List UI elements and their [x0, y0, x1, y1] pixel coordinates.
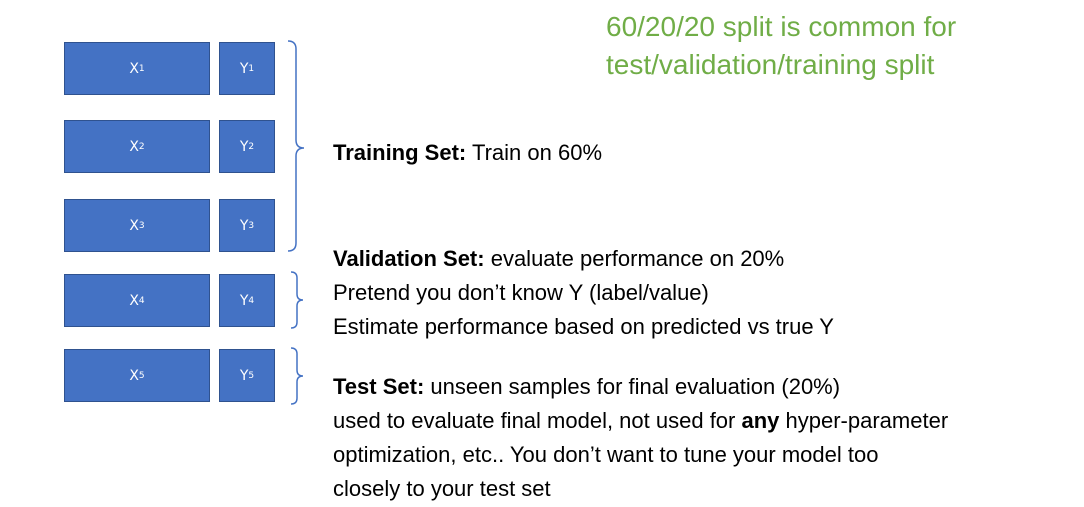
y4-subscript: 4 [248, 295, 255, 306]
test-set-line-2-bold: any [741, 408, 780, 433]
test-set-desc: unseen samples for final evaluation (20%… [424, 374, 841, 399]
x2-label: X [129, 138, 139, 155]
validation-set-line-2: Pretend you don’t know Y (label/value) [333, 280, 709, 305]
x1-subscript: 1 [138, 63, 145, 74]
y1-subscript: 1 [248, 63, 255, 74]
y3-subscript: 3 [248, 220, 255, 231]
validation-set-title: Validation Set: [333, 246, 485, 271]
validation-set-desc: evaluate performance on 20% [484, 246, 785, 271]
x4-label: X [129, 292, 139, 309]
y5-label: Y [239, 367, 249, 384]
x4-subscript: 4 [138, 295, 145, 306]
training-set-text: Training Set: Train on 60% [333, 136, 602, 170]
validation-set-line-3: Estimate performance based on predicted … [333, 314, 834, 339]
y2-subscript: 2 [248, 141, 255, 152]
split-note-line-2: test/validation/training split [606, 49, 935, 80]
test-set-line-2-pre: used to evaluate final model, not used f… [333, 408, 742, 433]
test-set-line-1: Test Set: unseen samples for final evalu… [333, 370, 948, 404]
y5-subscript: 5 [248, 370, 255, 381]
x3-subscript: 3 [138, 220, 145, 231]
split-note-line-1: 60/20/20 split is common for [606, 11, 957, 42]
test-set-title: Test Set: [333, 374, 425, 399]
x5-subscript: 5 [138, 370, 145, 381]
test-set-brace [290, 347, 304, 405]
training-set-desc: Train on 60% [466, 140, 602, 165]
split-note: 60/20/20 split is common for test/valida… [606, 8, 1076, 84]
x2-subscript: 2 [138, 141, 145, 152]
test-set-line-2-post: hyper-parameter [779, 408, 949, 433]
validation-set-brace [290, 271, 304, 329]
y1-label: Y [239, 60, 249, 77]
x3-label: X [129, 217, 139, 234]
test-set-line-2: used to evaluate final model, not used f… [333, 404, 948, 438]
training-set-title: Training Set: [333, 140, 467, 165]
training-set-brace [287, 40, 305, 252]
test-set-text: Test Set: unseen samples for final evalu… [333, 370, 948, 506]
y3-label: Y [239, 217, 249, 234]
x5-label: X [129, 367, 139, 384]
test-set-line-3: optimization, etc.. You don’t want to tu… [333, 442, 879, 467]
x1-label: X [129, 60, 139, 77]
y4-label: Y [239, 292, 249, 309]
y2-label: Y [239, 138, 249, 155]
test-set-line-4: closely to your test set [333, 476, 551, 501]
validation-set-line-1: Validation Set: evaluate performance on … [333, 242, 834, 276]
validation-set-text: Validation Set: evaluate performance on … [333, 242, 834, 344]
